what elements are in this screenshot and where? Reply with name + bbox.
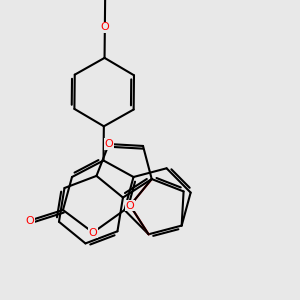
Text: O: O: [26, 215, 34, 226]
Text: O: O: [88, 227, 98, 238]
Text: O: O: [100, 22, 109, 32]
Text: O: O: [104, 139, 113, 149]
Text: O: O: [126, 200, 134, 211]
